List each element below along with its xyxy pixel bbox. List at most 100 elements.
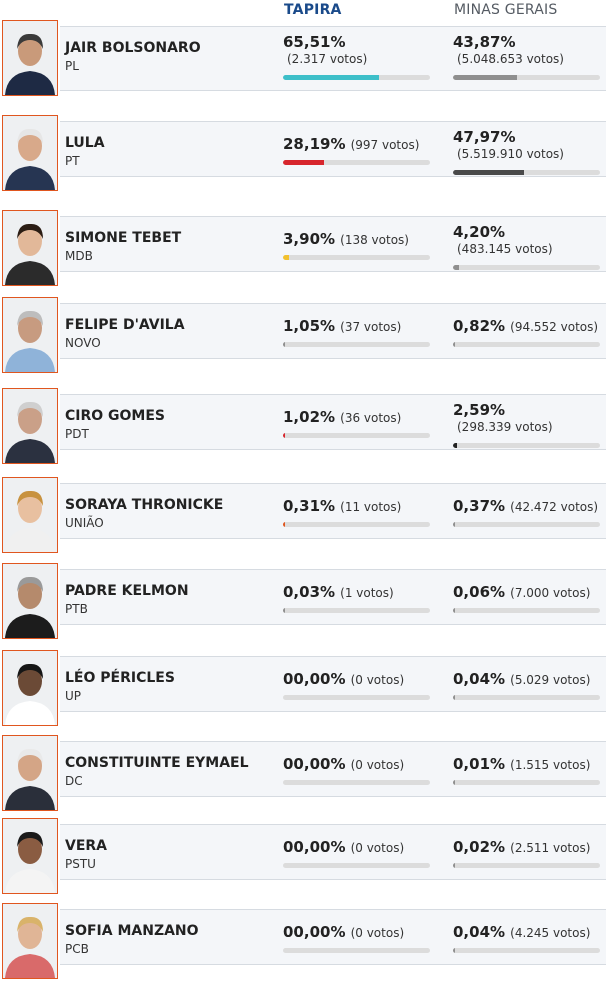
row-background	[60, 741, 606, 797]
row-background	[60, 303, 606, 359]
candidate-party: MDB	[65, 249, 93, 263]
vote-percentage: 43,87%	[453, 33, 516, 51]
result-minas-gerais: 0,04% (4.245 votos)	[453, 922, 590, 941]
vote-percentage: 0,01%	[453, 755, 506, 773]
vote-percentage: 0,06%	[453, 583, 506, 601]
progress-bar-fill	[453, 342, 455, 347]
progress-bar-minas-gerais	[453, 522, 600, 527]
vote-count: (0 votos)	[350, 841, 405, 855]
candidate-party: NOVO	[65, 336, 101, 350]
candidate-party: DC	[65, 774, 83, 788]
progress-bar-tapira	[283, 342, 430, 347]
progress-bar-minas-gerais	[453, 695, 600, 700]
progress-bar-fill	[453, 695, 455, 700]
candidate-name: CONSTITUINTE EYMAEL	[65, 755, 249, 771]
vote-count: (37 votos)	[340, 320, 402, 334]
progress-bar-minas-gerais	[453, 780, 600, 785]
candidate-name: LULA	[65, 135, 105, 151]
candidate-row: CIRO GOMES PDT 1,02% (36 votos) 2,59% (298.3…	[0, 388, 610, 468]
progress-bar-tapira	[283, 433, 430, 438]
result-tapira: 0,31% (11 votos)	[283, 496, 401, 515]
progress-bar-fill	[453, 522, 455, 527]
candidate-photo	[2, 818, 58, 894]
vote-count: (1.515 votos)	[510, 758, 591, 772]
candidate-photo	[2, 563, 58, 639]
result-tapira: 00,00% (0 votos)	[283, 669, 404, 688]
vote-percentage: 0,03%	[283, 583, 336, 601]
progress-bar-fill	[283, 75, 380, 80]
row-background	[60, 824, 606, 880]
result-minas-gerais: 0,01% (1.515 votos)	[453, 754, 590, 773]
progress-bar-fill	[283, 342, 285, 347]
vote-percentage: 00,00%	[283, 838, 346, 856]
result-tapira: 3,90% (138 votos)	[283, 229, 409, 248]
progress-bar-fill	[453, 608, 455, 613]
candidate-party: PDT	[65, 427, 89, 441]
vote-percentage: 1,05%	[283, 317, 336, 335]
progress-bar-fill	[283, 608, 285, 613]
vote-percentage: 2,59%	[453, 401, 506, 419]
progress-bar-minas-gerais	[453, 342, 600, 347]
vote-percentage: 4,20%	[453, 223, 506, 241]
vote-percentage: 00,00%	[283, 670, 346, 688]
result-tapira: 00,00% (0 votos)	[283, 837, 404, 856]
candidate-name: VERA	[65, 838, 108, 854]
progress-bar-fill	[283, 255, 289, 260]
row-background	[60, 656, 606, 712]
progress-bar-fill	[283, 522, 285, 527]
result-tapira: 1,02% (36 votos)	[283, 407, 401, 426]
result-tapira: 1,05% (37 votos)	[283, 316, 401, 335]
candidate-party: PT	[65, 154, 80, 168]
candidate-name: PADRE KELMON	[65, 583, 189, 599]
candidate-row: LULA PT 28,19% (997 votos) 47,97% (5.519.910…	[0, 115, 610, 195]
result-minas-gerais: 0,82% (94.552 votos)	[453, 316, 598, 335]
candidate-row: SIMONE TEBET MDB 3,90% (138 votos) 4,20% (48…	[0, 210, 610, 290]
progress-bar-minas-gerais	[453, 863, 600, 868]
candidate-name: LÉO PÉRICLES	[65, 670, 175, 686]
vote-count: (2.317 votos)	[287, 52, 368, 66]
vote-percentage: 47,97%	[453, 128, 516, 146]
candidate-row: FELIPE D'AVILA NOVO 1,05% (37 votos) 0,82% …	[0, 297, 610, 377]
candidate-photo	[2, 650, 58, 726]
vote-percentage: 0,02%	[453, 838, 506, 856]
vote-percentage: 0,04%	[453, 923, 506, 941]
candidate-party: PSTU	[65, 857, 96, 871]
candidate-photo	[2, 115, 58, 191]
vote-count: (997 votos)	[350, 138, 420, 152]
candidate-photo	[2, 735, 58, 811]
vote-percentage: 3,90%	[283, 230, 336, 248]
candidate-photo	[2, 477, 58, 553]
vote-percentage: 65,51%	[283, 33, 346, 51]
progress-bar-minas-gerais	[453, 75, 600, 80]
result-minas-gerais: 43,87% (5.048.653 votos)	[453, 32, 564, 66]
row-background	[60, 394, 606, 450]
progress-bar-tapira	[283, 160, 430, 165]
portrait-icon	[3, 389, 57, 463]
candidate-party: PCB	[65, 942, 89, 956]
portrait-icon	[3, 651, 57, 725]
vote-count: (0 votos)	[350, 758, 405, 772]
portrait-icon	[3, 21, 57, 95]
vote-percentage: 0,82%	[453, 317, 506, 335]
result-minas-gerais: 0,37% (42.472 votos)	[453, 496, 598, 515]
row-background	[60, 483, 606, 539]
vote-percentage: 28,19%	[283, 135, 346, 153]
portrait-icon	[3, 116, 57, 190]
result-minas-gerais: 47,97% (5.519.910 votos)	[453, 127, 564, 161]
portrait-icon	[3, 298, 57, 372]
candidate-photo	[2, 388, 58, 464]
result-tapira: 00,00% (0 votos)	[283, 754, 404, 773]
progress-bar-fill	[283, 433, 285, 438]
vote-percentage: 0,31%	[283, 497, 336, 515]
vote-percentage: 00,00%	[283, 923, 346, 941]
progress-bar-fill	[283, 160, 325, 165]
progress-bar-minas-gerais	[453, 608, 600, 613]
progress-bar-minas-gerais	[453, 443, 600, 448]
progress-bar-fill	[453, 265, 460, 270]
progress-bar-tapira	[283, 75, 430, 80]
vote-count: (42.472 votos)	[510, 500, 599, 514]
candidate-party: UP	[65, 689, 82, 703]
result-tapira: 28,19% (997 votos)	[283, 134, 419, 153]
vote-count: (2.511 votos)	[510, 841, 591, 855]
progress-bar-tapira	[283, 948, 430, 953]
